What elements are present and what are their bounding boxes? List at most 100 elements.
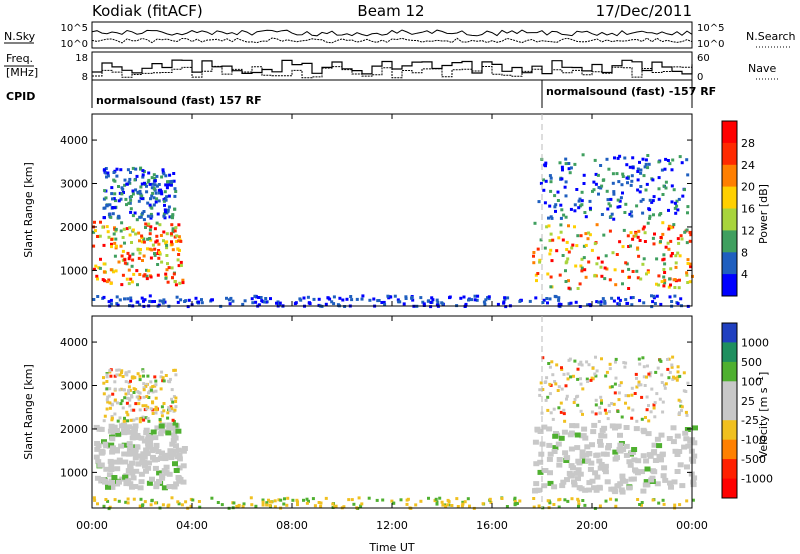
y-tick-label-1-1: 2000 bbox=[60, 423, 88, 436]
data-cell bbox=[178, 281, 182, 285]
data-cell bbox=[119, 402, 123, 406]
data-cell bbox=[158, 191, 161, 195]
data-cell bbox=[681, 194, 685, 198]
data-cell bbox=[549, 275, 553, 279]
y-tick-label-0-3: 4000 bbox=[60, 134, 88, 147]
data-cell bbox=[568, 446, 575, 452]
data-cell bbox=[644, 482, 651, 488]
data-cell bbox=[137, 402, 141, 406]
data-cell bbox=[180, 503, 184, 507]
data-cell bbox=[150, 186, 154, 190]
data-cell bbox=[144, 451, 151, 457]
data-cell bbox=[648, 216, 652, 220]
freq-left-tick-bottom: 8 bbox=[82, 72, 88, 83]
data-cell bbox=[108, 442, 115, 448]
data-cell bbox=[688, 230, 692, 234]
data-cell bbox=[661, 232, 665, 236]
data-cell bbox=[482, 300, 486, 304]
data-cell bbox=[565, 394, 569, 398]
data-cell bbox=[597, 192, 600, 196]
data-cell bbox=[114, 428, 120, 433]
data-cell bbox=[532, 487, 539, 493]
data-cell bbox=[643, 479, 650, 485]
data-cell bbox=[105, 484, 111, 490]
cpid-label: CPID bbox=[6, 90, 35, 103]
data-cell bbox=[173, 229, 177, 233]
data-cell bbox=[176, 247, 180, 251]
x-tick-label-5: 20:00 bbox=[576, 519, 608, 532]
data-cell bbox=[532, 497, 536, 500]
data-cell bbox=[603, 408, 607, 412]
data-cell bbox=[675, 204, 679, 208]
data-cell bbox=[650, 294, 653, 298]
data-cell bbox=[586, 480, 593, 486]
data-cell bbox=[121, 273, 125, 277]
data-cell bbox=[540, 411, 544, 415]
data-cell bbox=[117, 199, 121, 203]
x-tick-label-3: 12:00 bbox=[376, 519, 408, 532]
nave-trace bbox=[92, 65, 693, 79]
data-cell bbox=[684, 464, 690, 470]
data-cell bbox=[578, 282, 582, 286]
data-cell bbox=[645, 431, 652, 437]
data-cell bbox=[574, 264, 578, 268]
data-cell bbox=[603, 451, 610, 457]
data-cell bbox=[105, 175, 108, 179]
data-cell bbox=[532, 251, 536, 254]
data-cell bbox=[613, 391, 617, 395]
data-cell bbox=[123, 396, 127, 400]
data-cell bbox=[581, 458, 588, 464]
data-cell bbox=[590, 376, 594, 380]
data-cell bbox=[630, 303, 634, 307]
data-cell bbox=[121, 406, 125, 410]
data-cell bbox=[155, 408, 159, 412]
data-cell bbox=[644, 466, 651, 472]
data-cell bbox=[600, 184, 604, 188]
data-cell bbox=[640, 417, 644, 421]
data-cell bbox=[324, 302, 328, 306]
data-cell bbox=[138, 189, 142, 193]
data-cell bbox=[475, 298, 479, 302]
data-cell bbox=[147, 444, 154, 450]
data-cell bbox=[600, 401, 603, 405]
data-cell bbox=[558, 497, 562, 501]
data-cell bbox=[151, 182, 155, 186]
data-cell bbox=[599, 427, 606, 433]
data-cell bbox=[317, 501, 321, 504]
data-cell bbox=[130, 475, 137, 481]
data-cell bbox=[141, 369, 145, 373]
data-cell bbox=[106, 230, 110, 234]
data-cell bbox=[646, 364, 649, 368]
data-cell bbox=[628, 165, 632, 169]
colorbar-frame-1 bbox=[721, 322, 738, 499]
data-cell bbox=[156, 478, 162, 484]
data-cell bbox=[548, 204, 552, 208]
data-cell bbox=[538, 258, 542, 262]
data-cell bbox=[113, 192, 117, 196]
data-cell bbox=[649, 410, 653, 414]
data-cell bbox=[564, 180, 568, 184]
data-cell bbox=[156, 263, 160, 266]
data-cell bbox=[170, 397, 174, 401]
data-cell bbox=[595, 300, 599, 304]
data-cell bbox=[171, 432, 178, 438]
data-cell bbox=[103, 206, 107, 210]
data-cell bbox=[154, 379, 158, 383]
data-cell bbox=[628, 476, 635, 482]
data-cell bbox=[302, 498, 305, 502]
data-cell bbox=[562, 412, 566, 416]
data-cell bbox=[631, 166, 635, 170]
data-cell bbox=[586, 237, 590, 241]
data-cell bbox=[573, 423, 580, 429]
data-cell bbox=[649, 468, 656, 474]
data-cell bbox=[555, 249, 559, 253]
data-cell bbox=[551, 484, 558, 490]
data-cell bbox=[114, 466, 121, 472]
data-cell bbox=[678, 278, 681, 282]
data-cell bbox=[682, 371, 686, 375]
data-cell bbox=[650, 305, 654, 309]
data-cell bbox=[553, 431, 559, 436]
data-cell bbox=[552, 445, 559, 451]
data-cell bbox=[150, 194, 154, 198]
data-cell bbox=[383, 303, 387, 307]
